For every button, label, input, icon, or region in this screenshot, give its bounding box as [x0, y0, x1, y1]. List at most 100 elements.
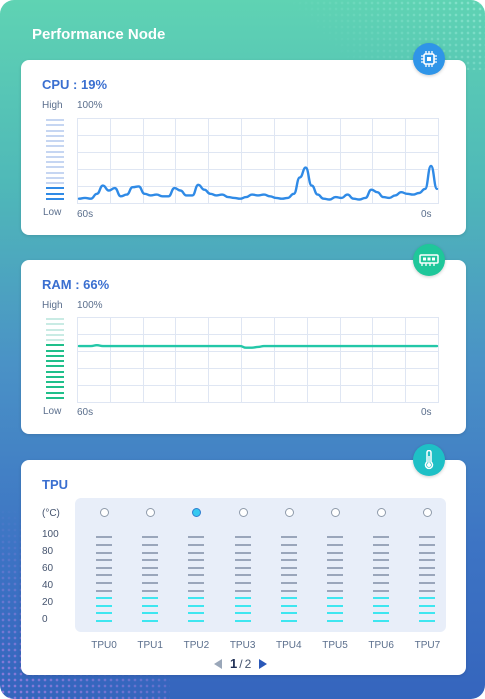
tpu-temp-segment — [327, 589, 343, 592]
cpu-usage-chart — [77, 118, 439, 204]
tpu-select-radio[interactable] — [192, 508, 202, 517]
ram-gauge-segment — [46, 354, 64, 357]
tpu-temp-segment — [234, 551, 251, 554]
cpu-x-end-label: 0s — [421, 209, 432, 220]
cpu-max-label: 100% — [77, 100, 103, 111]
tpu-temp-segment — [373, 566, 390, 569]
tpu-temp-segment — [280, 536, 297, 539]
tpu-column-tpu6[interactable] — [362, 498, 402, 632]
tpu-temp-segment — [327, 582, 343, 584]
tpu-temp-segment — [419, 566, 436, 569]
cpu-gauge-segment — [46, 192, 64, 195]
tpu-y-tick: 40 — [42, 580, 54, 591]
tpu-temp-segment — [419, 559, 436, 562]
tpu-temp-segment — [234, 536, 251, 539]
decorative-dots-top — [285, 0, 485, 70]
cpu-series-line — [77, 164, 439, 201]
tpu-temp-segment — [327, 566, 343, 569]
tpu-temperature-area — [75, 498, 446, 632]
tpu-select-radio[interactable] — [423, 508, 433, 517]
tpu-select-radio[interactable] — [377, 508, 387, 517]
tpu-select-radio[interactable] — [331, 508, 340, 517]
tpu-temp-segment — [327, 559, 343, 562]
tpu-select-radio[interactable] — [146, 508, 156, 517]
tpu-select-radio[interactable] — [284, 508, 294, 517]
tpu-temp-segment — [142, 597, 159, 600]
ram-gauge-segment — [46, 344, 64, 347]
tpu-temp-segment — [280, 582, 297, 584]
tpu-temp-segment — [188, 566, 205, 569]
tpu-temp-segment — [96, 612, 112, 615]
tpu-select-radio[interactable] — [238, 508, 248, 517]
tpu-temp-segment — [373, 620, 390, 622]
tpu-temp-segment — [280, 604, 297, 607]
tpu-y-tick: 0 — [42, 614, 48, 625]
cpu-x-start-label: 60s — [77, 209, 94, 220]
tpu-temp-segment — [419, 620, 436, 622]
cpu-high-label: High — [42, 100, 63, 111]
cpu-gauge-segment — [46, 187, 64, 190]
cpu-gauge-segment — [46, 119, 64, 121]
tpu-name-label: TPU6 — [368, 640, 394, 651]
ram-high-label: High — [42, 300, 63, 311]
tpu-y-tick: 20 — [42, 597, 54, 608]
tpu-temp-segment — [234, 544, 251, 546]
page-current: 1 — [230, 656, 238, 671]
cpu-low-label: Low — [43, 207, 62, 218]
tpu-temp-segment — [280, 574, 297, 577]
tpu-y-tick: 60 — [42, 563, 54, 574]
tpu-column-tpu1[interactable] — [131, 498, 171, 632]
tpu-temp-segment — [280, 597, 297, 600]
tpu-temp-segment — [280, 620, 297, 622]
ram-gauge-segment — [46, 333, 64, 336]
tpu-temp-segment — [188, 620, 205, 622]
tpu-temp-segment — [96, 536, 112, 539]
tpu-temp-segment — [142, 589, 159, 592]
tpu-column-tpu4[interactable] — [270, 498, 310, 632]
tpu-column-tpu0[interactable] — [85, 498, 125, 632]
tpu-column-tpu7[interactable] — [408, 498, 448, 632]
ram-usage-chart — [77, 317, 439, 403]
tpu-temp-segment — [188, 597, 205, 600]
tpu-temp-segment — [280, 589, 297, 592]
tpu-y-tick: 80 — [42, 546, 54, 557]
tpu-temp-segment — [373, 604, 390, 607]
tpu-column-tpu5[interactable] — [316, 498, 356, 632]
tpu-temp-segment — [373, 597, 390, 600]
tpu-temp-segment — [373, 589, 390, 592]
tpu-temp-segment — [419, 604, 436, 607]
tpu-temp-segment — [188, 604, 205, 607]
tpu-temp-segment — [373, 551, 390, 554]
ram-card: RAM : 66% High 100% Low 60s 0s — [21, 260, 466, 434]
tpu-temp-segment — [234, 597, 251, 600]
tpu-temp-segment — [419, 536, 436, 539]
tpu-temp-segment — [142, 566, 159, 569]
tpu-temp-segment — [373, 574, 390, 577]
tpu-temp-segment — [327, 597, 343, 600]
ram-gauge-segment — [46, 318, 64, 320]
tpu-column-tpu2[interactable] — [177, 498, 217, 632]
tpu-temp-segment — [142, 544, 159, 546]
ram-gauge-segment — [46, 370, 64, 373]
ram-gauge-segment — [46, 375, 64, 378]
cpu-gauge-segment — [46, 197, 64, 200]
cpu-card: CPU : 19% High 100% Low 60s 0s — [21, 60, 466, 235]
ram-gauge-segment — [46, 328, 64, 331]
previous-page-icon[interactable] — [214, 658, 222, 669]
tpu-y-tick: 100 — [42, 529, 59, 540]
cpu-gauge-segment — [46, 171, 64, 174]
tpu-temp-segment — [373, 544, 390, 546]
ram-gauge-segment — [46, 396, 64, 399]
tpu-temp-segment — [96, 604, 112, 607]
tpu-temp-segment — [188, 559, 205, 562]
next-page-icon[interactable] — [259, 658, 268, 669]
tpu-temp-segment — [280, 559, 297, 562]
thermometer-icon — [413, 444, 445, 476]
tpu-column-tpu3[interactable] — [224, 498, 264, 632]
cpu-gauge-segment — [46, 176, 64, 179]
tpu-temp-segment — [327, 536, 343, 539]
tpu-select-radio[interactable] — [100, 508, 109, 517]
tpu-temp-segment — [373, 536, 390, 539]
tpu-temp-segment — [142, 559, 159, 562]
